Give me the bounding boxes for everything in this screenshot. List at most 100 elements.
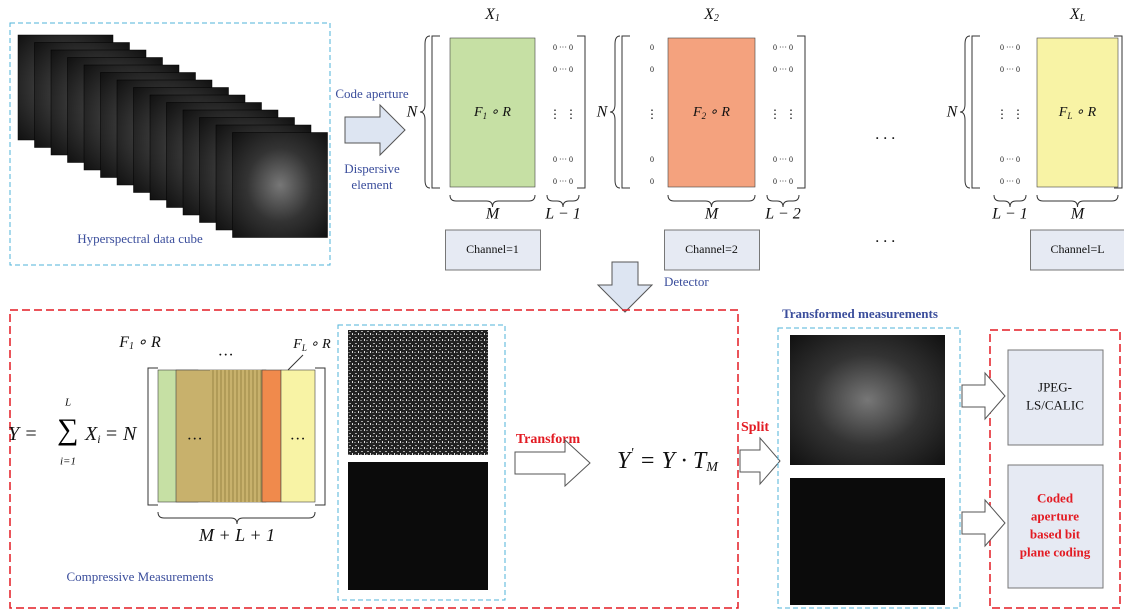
pad-label: L − 1 xyxy=(544,206,580,223)
bracket xyxy=(432,36,440,188)
coder-label: aperture xyxy=(1031,508,1079,523)
zero-entry: 0 ··· 0 xyxy=(773,155,793,164)
label-part: ∘ R xyxy=(490,105,511,120)
zero-entry: 0 ··· 0 xyxy=(553,155,573,164)
vdots: ⋮ xyxy=(785,107,797,121)
vdots: ⋮ xyxy=(769,107,781,121)
measurement-image xyxy=(348,330,488,455)
matrix-header: XL xyxy=(1069,6,1086,25)
label-part: 1 xyxy=(129,341,134,352)
bracket xyxy=(797,36,805,188)
diagram: Hyperspectral data cube Code aperture Di… xyxy=(0,0,1124,613)
rows-label: N xyxy=(406,104,419,121)
arrow-label: Dispersive xyxy=(344,161,400,176)
block-label: FL∘ R xyxy=(1058,105,1097,121)
label-part: F xyxy=(473,105,483,120)
measurement-image xyxy=(348,462,488,590)
zero-entry: 0 ··· 0 xyxy=(773,65,793,74)
pointer xyxy=(288,355,303,370)
label-part: F xyxy=(1058,105,1068,120)
block-arrow xyxy=(962,373,1005,419)
label-part: 2 xyxy=(702,111,707,121)
coder-label: LS/CALIC xyxy=(1026,397,1084,412)
sum-lower: i=1 xyxy=(60,456,76,468)
label-part: 1 xyxy=(483,111,488,121)
channel-label: Channel=L xyxy=(1050,242,1104,256)
block-label: F1∘ R xyxy=(473,105,511,121)
coder-label: plane coding xyxy=(1020,544,1091,559)
brace xyxy=(158,512,315,524)
bracket xyxy=(972,36,980,188)
label-part: F xyxy=(692,105,702,120)
label-part: L xyxy=(301,343,307,353)
zero-entry: 0 ··· 0 xyxy=(1000,155,1020,164)
transformed-image xyxy=(790,335,945,465)
vdots: ⋮ xyxy=(549,107,561,121)
label-part: ∘ R xyxy=(709,105,730,120)
input-caption: Hyperspectral data cube xyxy=(77,231,203,246)
bracket xyxy=(622,36,630,188)
label-part: L xyxy=(1079,13,1086,24)
zero-entry: 0 ··· 0 xyxy=(553,43,573,52)
compressive-caption: Compressive Measurements xyxy=(67,569,214,584)
channel-block xyxy=(262,370,281,502)
eq-part: ' xyxy=(630,446,634,461)
width-label: M xyxy=(1070,206,1086,223)
zero-entry: 0 xyxy=(650,155,654,164)
arrow-label: element xyxy=(351,177,393,192)
eq-part: = N xyxy=(105,423,138,445)
detector-label: Detector xyxy=(664,274,709,289)
matrix-header: X2 xyxy=(703,6,719,25)
split-label: Split xyxy=(741,420,769,435)
transform-equation: Y'= Y · TM xyxy=(617,446,719,475)
bracket xyxy=(315,368,325,505)
eq-part: = Y · T xyxy=(639,448,708,474)
block-arrow xyxy=(345,105,405,155)
rows-label: N xyxy=(596,104,609,121)
channel-label: Channel=2 xyxy=(685,242,738,256)
vdots: ⋮ xyxy=(646,107,658,121)
width-label: M xyxy=(485,206,501,223)
rows-label: N xyxy=(946,104,959,121)
equation: Xi= N xyxy=(84,423,138,446)
eq-part: Y = xyxy=(8,423,38,445)
zero-entry: 0 xyxy=(650,177,654,186)
channel-block xyxy=(210,370,262,502)
vdots: ⋮ xyxy=(565,107,577,121)
image-stack xyxy=(18,35,328,238)
coder-label: JPEG- xyxy=(1038,379,1072,394)
vdots: ⋮ xyxy=(996,107,1008,121)
ellipsis: · · · xyxy=(875,234,895,251)
first-label: F1∘ R xyxy=(118,334,161,353)
transformed-image xyxy=(790,478,945,605)
ellipsis: · · · xyxy=(875,131,895,148)
arrow-label: Code aperture xyxy=(335,86,409,101)
label-part: F xyxy=(292,337,302,352)
zero-entry: 0 xyxy=(650,43,654,52)
zero-entry: 0 ··· 0 xyxy=(553,177,573,186)
label-part: 1 xyxy=(495,13,500,24)
coder-label: Coded xyxy=(1037,490,1074,505)
vdots: ⋮ xyxy=(1012,107,1024,121)
block-arrow xyxy=(598,262,652,312)
row-brace xyxy=(610,36,620,188)
zero-entry: 0 xyxy=(650,65,654,74)
width-label: M + L + 1 xyxy=(198,525,275,545)
label-part: 2 xyxy=(714,13,719,24)
zero-entry: 0 ··· 0 xyxy=(1000,43,1020,52)
label-part: L xyxy=(1066,111,1072,121)
zero-entry: 0 ··· 0 xyxy=(1000,177,1020,186)
zero-entry: 0 ··· 0 xyxy=(553,65,573,74)
zero-entry: 0 ··· 0 xyxy=(773,177,793,186)
coder-label: based bit xyxy=(1030,526,1081,541)
dots: … xyxy=(188,427,202,444)
zero-entry: 0 ··· 0 xyxy=(773,43,793,52)
row-brace xyxy=(420,36,430,188)
channel-label: Channel=1 xyxy=(466,242,519,256)
dots: … xyxy=(291,427,305,444)
zero-entry: 0 ··· 0 xyxy=(1000,65,1020,74)
sum-upper: L xyxy=(64,397,71,409)
matrix-header: X1 xyxy=(484,6,500,25)
equation: Y = xyxy=(8,423,38,445)
